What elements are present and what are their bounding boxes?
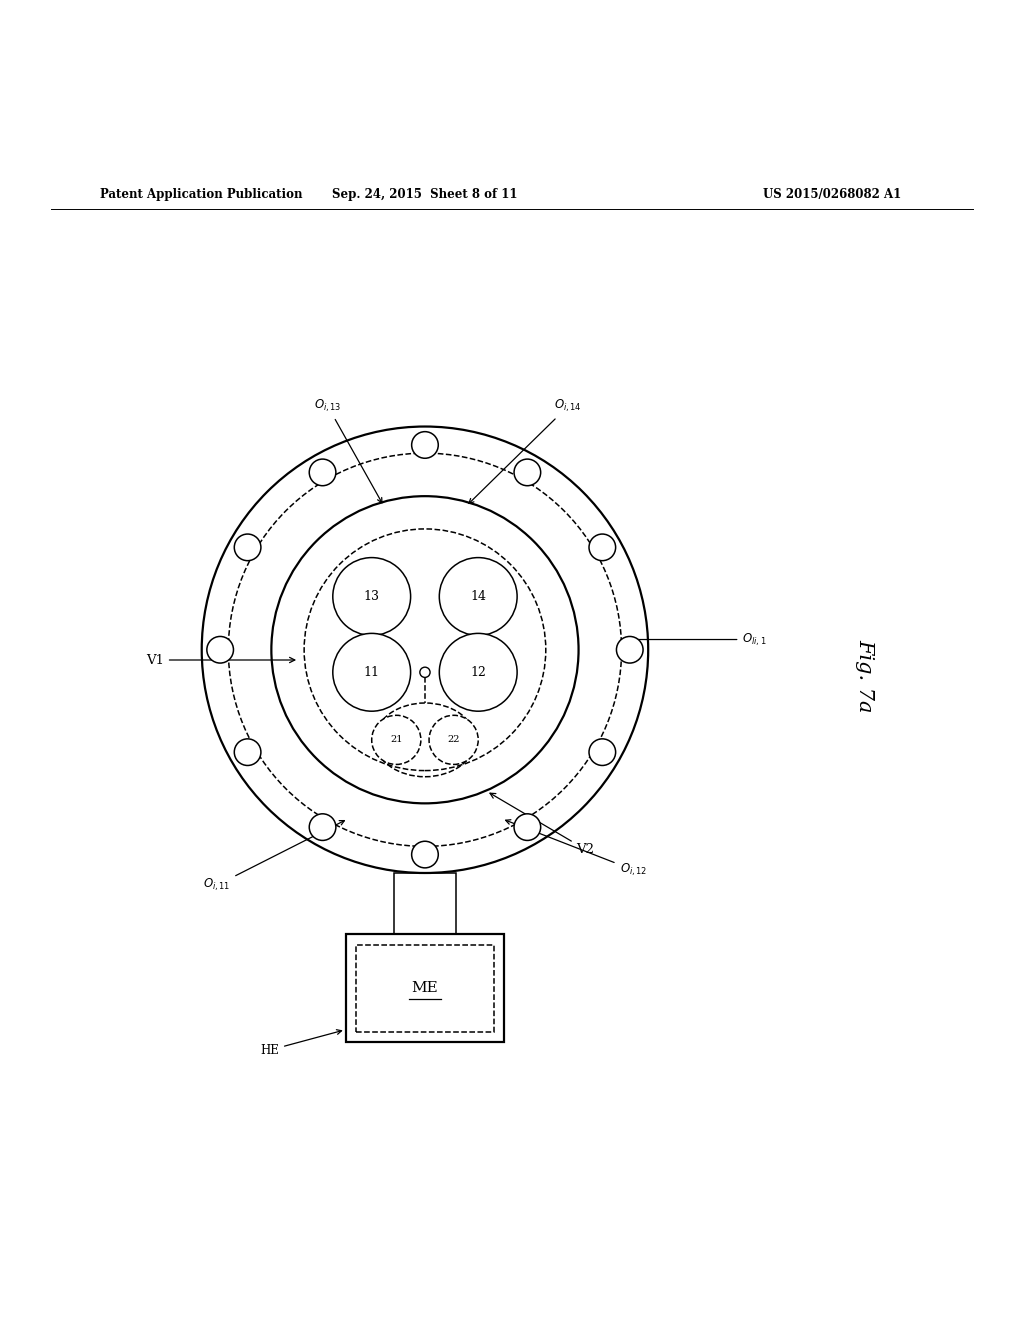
Circle shape xyxy=(439,557,517,635)
Text: 11: 11 xyxy=(364,665,380,678)
Text: Fig. 7a: Fig. 7a xyxy=(856,639,874,711)
Circle shape xyxy=(420,667,430,677)
Bar xyxy=(345,935,504,1041)
Text: $O_{i,11}$: $O_{i,11}$ xyxy=(203,821,344,894)
Circle shape xyxy=(333,557,411,635)
Text: V1: V1 xyxy=(145,653,295,667)
Circle shape xyxy=(412,432,438,458)
Circle shape xyxy=(429,715,478,764)
Text: Sep. 24, 2015  Sheet 8 of 11: Sep. 24, 2015 Sheet 8 of 11 xyxy=(332,187,518,201)
Text: 14: 14 xyxy=(470,590,486,603)
Text: US 2015/0268082 A1: US 2015/0268082 A1 xyxy=(763,187,901,201)
Bar xyxy=(394,873,456,935)
Text: ME: ME xyxy=(412,981,438,995)
Bar xyxy=(356,945,494,1032)
Circle shape xyxy=(333,634,411,711)
Text: $O_{i,14}$: $O_{i,14}$ xyxy=(469,397,583,503)
Circle shape xyxy=(412,841,438,867)
Circle shape xyxy=(514,814,541,841)
Text: 13: 13 xyxy=(364,590,380,603)
Circle shape xyxy=(234,535,261,561)
Text: 22: 22 xyxy=(447,735,460,744)
Circle shape xyxy=(309,459,336,486)
Text: $O_{i,12}$: $O_{i,12}$ xyxy=(506,820,647,878)
Text: V2: V2 xyxy=(490,793,595,855)
Circle shape xyxy=(589,739,615,766)
Circle shape xyxy=(439,634,517,711)
Text: Patent Application Publication: Patent Application Publication xyxy=(100,187,303,201)
Circle shape xyxy=(616,636,643,663)
Circle shape xyxy=(372,715,421,764)
Text: HE: HE xyxy=(260,1030,342,1056)
Circle shape xyxy=(234,739,261,766)
Circle shape xyxy=(589,535,615,561)
Circle shape xyxy=(207,636,233,663)
Text: 12: 12 xyxy=(470,665,486,678)
Text: $O_{i,13}$: $O_{i,13}$ xyxy=(314,397,382,503)
Text: 21: 21 xyxy=(390,735,402,744)
Circle shape xyxy=(309,814,336,841)
Circle shape xyxy=(514,459,541,486)
Text: $O_{li,1}$: $O_{li,1}$ xyxy=(626,631,767,648)
